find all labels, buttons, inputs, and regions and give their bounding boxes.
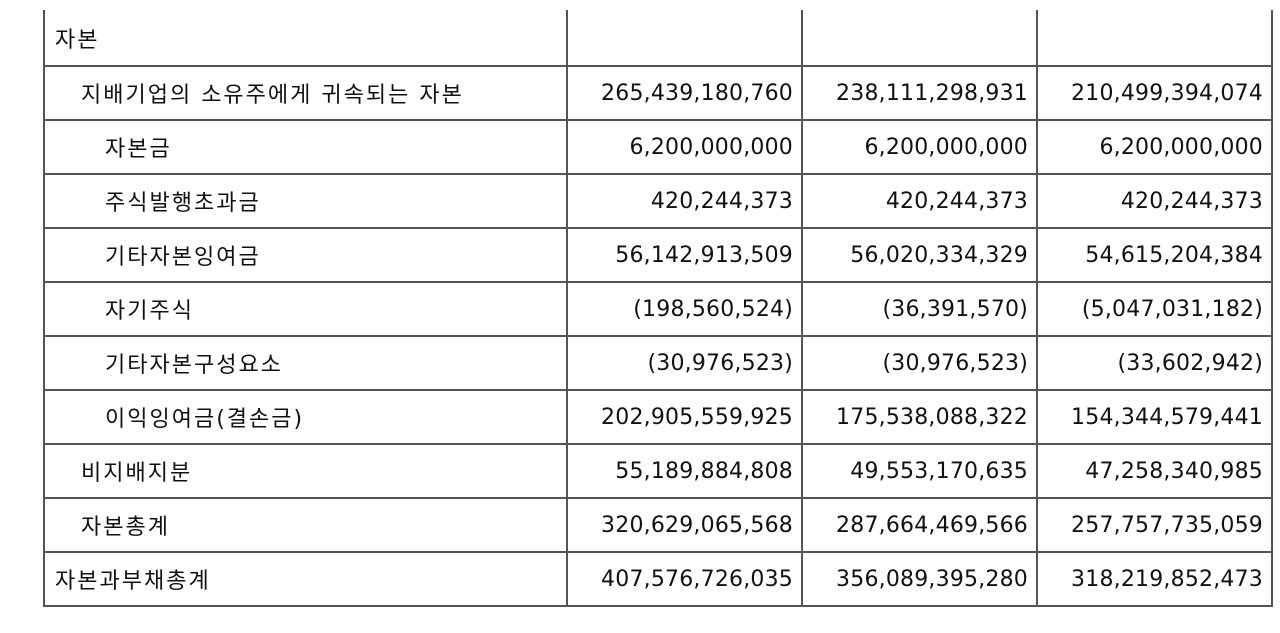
table-row: 자기주식 (198,560,524) (36,391,570) (5,047,0… [43,281,1273,337]
value-cell: 420,244,373 [1036,173,1273,229]
value-cell: 56,142,913,509 [566,227,803,283]
value-cell: 55,189,884,808 [566,443,803,499]
value-cell: (33,602,942) [1036,335,1273,391]
value-cell: 318,219,852,473 [1036,551,1273,607]
value-cell: 6,200,000,000 [801,119,1038,175]
value-cell: (30,976,523) [801,335,1038,391]
table-row: 기타자본구성요소 (30,976,523) (30,976,523) (33,6… [43,335,1273,391]
table-row: 비지배지분 55,189,884,808 49,553,170,635 47,2… [43,443,1273,499]
value-cell: 6,200,000,000 [566,119,803,175]
value-cell: 154,344,579,441 [1036,389,1273,445]
value-cell: 6,200,000,000 [1036,119,1273,175]
row-label: 이익잉여금(결손금) [43,389,568,445]
row-label: 자본 [43,10,568,67]
row-label: 주식발행초과금 [43,173,568,229]
row-label: 기타자본구성요소 [43,335,568,391]
value-cell: (36,391,570) [801,281,1038,337]
value-cell: 47,258,340,985 [1036,443,1273,499]
table-row: 지배기업의 소유주에게 귀속되는 자본 265,439,180,760 238,… [43,65,1273,121]
value-cell: 420,244,373 [566,173,803,229]
value-cell [566,10,803,67]
value-cell: (5,047,031,182) [1036,281,1273,337]
table-row: 기타자본잉여금 56,142,913,509 56,020,334,329 54… [43,227,1273,283]
table-row: 이익잉여금(결손금) 202,905,559,925 175,538,088,3… [43,389,1273,445]
row-label: 비지배지분 [43,443,568,499]
value-cell: 320,629,065,568 [566,497,803,553]
value-cell: 356,089,395,280 [801,551,1038,607]
financial-statement-sheet: 자본 지배기업의 소유주에게 귀속되는 자본 265,439,180,760 2… [43,10,1273,607]
value-cell: 175,538,088,322 [801,389,1038,445]
value-cell: 238,111,298,931 [801,65,1038,121]
value-cell: 420,244,373 [801,173,1038,229]
value-cell: 257,757,735,059 [1036,497,1273,553]
value-cell: 287,664,469,566 [801,497,1038,553]
table-row: 자본 [43,10,1273,67]
row-label: 자기주식 [43,281,568,337]
row-label: 자본총계 [43,497,568,553]
equity-table: 자본 지배기업의 소유주에게 귀속되는 자본 265,439,180,760 2… [43,10,1273,607]
table-row: 자본총계 320,629,065,568 287,664,469,566 257… [43,497,1273,553]
row-label: 기타자본잉여금 [43,227,568,283]
value-cell [801,10,1038,67]
row-label: 지배기업의 소유주에게 귀속되는 자본 [43,65,568,121]
value-cell: (198,560,524) [566,281,803,337]
value-cell: (30,976,523) [566,335,803,391]
equity-table-body: 자본 지배기업의 소유주에게 귀속되는 자본 265,439,180,760 2… [43,10,1273,607]
table-row: 주식발행초과금 420,244,373 420,244,373 420,244,… [43,173,1273,229]
value-cell: 210,499,394,074 [1036,65,1273,121]
row-label: 자본과부채총계 [43,551,568,607]
table-row: 자본과부채총계 407,576,726,035 356,089,395,280 … [43,551,1273,607]
value-cell: 56,020,334,329 [801,227,1038,283]
row-label: 자본금 [43,119,568,175]
value-cell: 202,905,559,925 [566,389,803,445]
table-row: 자본금 6,200,000,000 6,200,000,000 6,200,00… [43,119,1273,175]
value-cell: 49,553,170,635 [801,443,1038,499]
value-cell: 54,615,204,384 [1036,227,1273,283]
value-cell: 407,576,726,035 [566,551,803,607]
value-cell [1036,10,1273,67]
value-cell: 265,439,180,760 [566,65,803,121]
